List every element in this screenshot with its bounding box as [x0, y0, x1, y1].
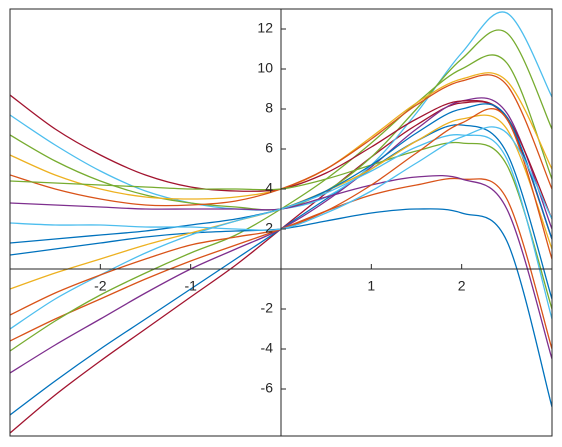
curve [10, 124, 552, 416]
x-tick-label: 1 [367, 278, 375, 294]
y-tick-label: -6 [261, 380, 274, 396]
curve [10, 108, 552, 316]
curve [10, 208, 552, 408]
curve [10, 97, 552, 374]
curve [10, 177, 552, 350]
y-tick-label: -2 [261, 300, 274, 316]
y-tick-label: -4 [261, 340, 274, 356]
x-tick-label: -2 [94, 278, 107, 294]
y-tick-label: 4 [265, 180, 273, 196]
curve [10, 141, 552, 310]
curve [10, 74, 552, 207]
curve [10, 174, 552, 360]
x-tick-label: -1 [184, 278, 197, 294]
curve [10, 54, 552, 352]
y-tick-label: 12 [257, 20, 273, 36]
x-tick-label: 2 [458, 278, 466, 294]
y-tick-label: 8 [265, 100, 273, 116]
y-tick-label: 2 [265, 220, 273, 236]
y-tick-label: 10 [257, 60, 273, 76]
curves [10, 11, 552, 434]
y-tick-label: 6 [265, 140, 273, 156]
